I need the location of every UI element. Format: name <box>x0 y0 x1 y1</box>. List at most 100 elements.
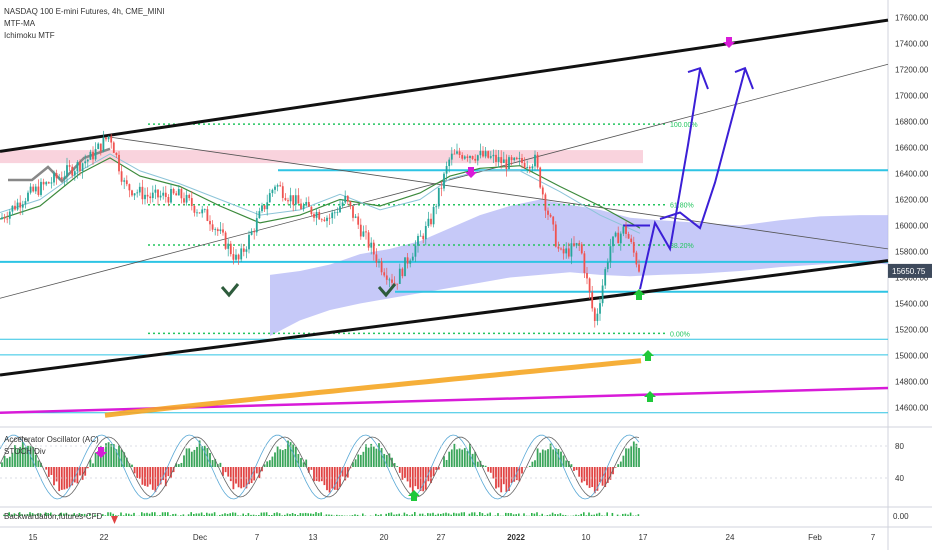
bottom-pane-bar <box>513 514 515 516</box>
oscillator-bar <box>422 467 424 491</box>
bottom-pane-bar <box>112 514 114 516</box>
oscillator-bar <box>571 464 573 467</box>
bottom-pane-bar <box>352 515 354 516</box>
oscillator-bar <box>534 460 536 467</box>
candle-body <box>131 190 133 195</box>
oscillator-bar <box>506 467 508 492</box>
bottom-pane-bar <box>565 515 567 516</box>
candle-body <box>513 158 515 160</box>
candle-body <box>508 157 510 169</box>
candle-body <box>136 192 138 193</box>
bottom-pane-bar <box>242 514 244 516</box>
bottom-pane-bar <box>271 515 273 516</box>
candle-body <box>17 203 19 210</box>
bottom-pane-bar <box>206 513 208 516</box>
candle-body <box>568 248 570 256</box>
indicator-ichimoku: Ichimoku MTF <box>4 30 55 42</box>
candle-body <box>318 212 320 219</box>
candle-body <box>469 156 471 158</box>
x-tick-label: 7 <box>255 533 260 542</box>
bottom-pane-bar <box>128 514 130 516</box>
candle-body <box>4 217 6 218</box>
candle-body <box>620 234 622 244</box>
bottom-pane-bar <box>292 513 294 516</box>
y-tick-label: 16400.00 <box>895 170 929 179</box>
bottom-tick-label: 0.00 <box>893 512 909 521</box>
candle-body <box>438 188 440 206</box>
oscillator-bar <box>451 449 453 467</box>
last-price-label: 15650.75 <box>892 267 926 276</box>
bottom-pane-bar <box>534 514 536 516</box>
bottom-pane-bar <box>235 513 237 516</box>
candle-body <box>313 214 315 218</box>
bottom-pane-bar <box>430 513 432 516</box>
candle-body <box>638 264 640 271</box>
oscillator-bar <box>277 447 279 467</box>
oscillator-bar <box>326 467 328 490</box>
candle-body <box>25 201 27 204</box>
bottom-pane-bar <box>422 514 424 516</box>
bottom-pane-bar <box>541 514 543 516</box>
bottom-pane-bar <box>159 515 161 516</box>
oscillator-bar <box>638 448 640 467</box>
fib-label: 61.80% <box>670 203 694 210</box>
candle-body <box>142 187 144 199</box>
oscillator-bar <box>467 451 469 467</box>
signal-arrow-up <box>642 350 654 361</box>
bottom-pane-bar <box>411 514 413 516</box>
bottom-pane-bar <box>305 513 307 516</box>
bottom-pane-bar <box>580 514 582 516</box>
bottom-pane-title: Backwardation,futures-CFD <box>4 511 102 523</box>
oscillator-bar <box>477 462 479 467</box>
oscillator-bar <box>204 446 206 467</box>
candle-body <box>586 273 588 278</box>
candle-body <box>173 189 175 193</box>
oscillator-bar <box>586 467 588 485</box>
candle-body <box>474 159 476 161</box>
bottom-pane-bar <box>625 514 627 516</box>
oscillator-bar <box>584 467 586 481</box>
candle-body <box>342 202 344 206</box>
candle-body <box>74 171 76 175</box>
bottom-pane-bar <box>224 513 226 516</box>
candle-body <box>9 212 11 219</box>
bottom-pane-bar <box>484 515 486 516</box>
oscillator-bar <box>183 455 185 467</box>
candle-body <box>370 243 372 248</box>
bottom-pane-bar <box>227 514 229 516</box>
oscillator-bar <box>633 441 635 467</box>
candle-body <box>607 262 609 269</box>
bottom-pane-bar <box>198 513 200 516</box>
candle-body <box>285 198 287 200</box>
oscillator-bar <box>256 467 258 473</box>
oscillator-bar <box>365 444 367 467</box>
bottom-pane-bar <box>146 513 148 516</box>
candle-body <box>269 193 271 202</box>
bottom-pane-bar <box>557 514 559 516</box>
bottom-pane-bar <box>310 514 312 516</box>
oscillator-bar <box>142 467 144 485</box>
candle-body <box>443 174 445 189</box>
oscillator-bar <box>110 444 112 467</box>
x-tick-label: 2022 <box>507 533 525 542</box>
oscillator-bar <box>547 449 549 467</box>
candle-body <box>584 253 586 273</box>
y-tick-label: 15000.00 <box>895 352 929 361</box>
check-mark-icon <box>222 284 238 295</box>
candle-body <box>6 219 8 220</box>
candle-body <box>259 211 261 218</box>
bottom-pane-bar <box>562 515 564 516</box>
oscillator-bar <box>74 467 76 482</box>
candle-body <box>149 196 151 198</box>
candle-body <box>516 158 518 159</box>
fib-label: 0.00% <box>670 331 690 338</box>
candle-body <box>123 180 125 181</box>
oscillator-bar <box>272 457 274 467</box>
candle-body <box>604 269 606 285</box>
candle-body <box>220 229 222 231</box>
bottom-pane-bar <box>391 512 393 516</box>
oscillator-bar <box>459 448 461 467</box>
candle-body <box>261 205 263 211</box>
candle-body <box>1 217 3 219</box>
